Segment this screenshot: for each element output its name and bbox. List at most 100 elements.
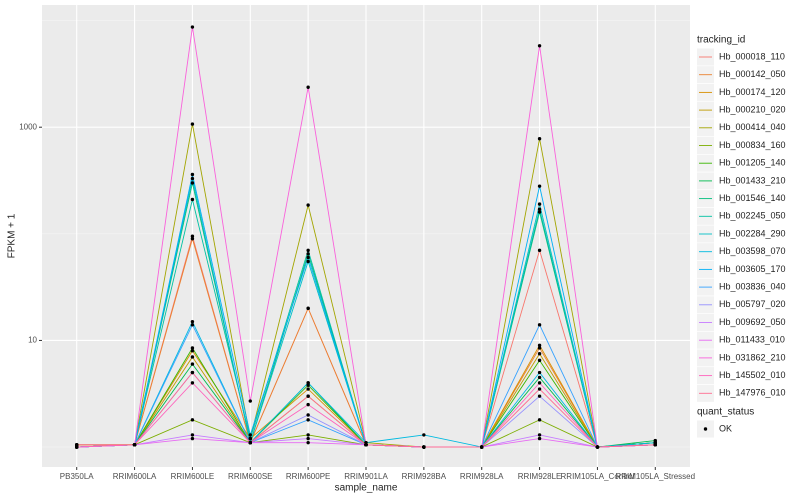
- data-point: [190, 433, 195, 437]
- x-tick-label: RRIM600PE: [286, 472, 330, 481]
- data-point: [306, 252, 310, 256]
- legend-label: Hb_002284_290: [719, 228, 786, 238]
- data-point: [190, 381, 195, 385]
- data-point: [537, 375, 542, 380]
- legend-swatch: [703, 427, 708, 431]
- legend-label: Hb_001546_140: [719, 193, 786, 203]
- data-point: [653, 443, 657, 447]
- data-point: [306, 440, 310, 445]
- data-point: [190, 362, 195, 366]
- data-point: [537, 210, 542, 214]
- data-point: [248, 436, 252, 441]
- data-point: [132, 443, 137, 447]
- legend-label: Hb_000142_050: [719, 69, 786, 79]
- data-point: [480, 445, 484, 449]
- data-point: [190, 176, 195, 181]
- data-point: [190, 122, 195, 126]
- data-point: [248, 440, 252, 445]
- x-tick-label: RRIM105LA_Control: [561, 472, 635, 481]
- data-point: [306, 259, 310, 264]
- x-tick-label: RRIM928LA: [460, 472, 504, 481]
- legend-label: Hb_147976_010: [719, 388, 786, 398]
- x-tick-label: PB350LA: [60, 472, 94, 481]
- data-point: [190, 236, 195, 241]
- data-point: [306, 433, 310, 437]
- data-point: [190, 349, 195, 353]
- data-point: [190, 234, 195, 238]
- data-point: [537, 436, 542, 441]
- data-point: [537, 323, 542, 327]
- data-point: [537, 352, 542, 356]
- data-point: [537, 387, 542, 391]
- data-point: [190, 436, 195, 441]
- legend-label: Hb_031862_210: [719, 352, 786, 362]
- legend-label: Hb_001205_140: [719, 158, 786, 168]
- legend-title: tracking_id: [697, 35, 745, 46]
- data-point: [190, 319, 195, 324]
- x-tick-label: RRIM600LA: [113, 472, 157, 481]
- data-point: [537, 358, 542, 363]
- data-point: [306, 85, 310, 89]
- y-axis-title: FPKM + 1: [7, 213, 18, 258]
- y-tick-label: 1000: [19, 122, 37, 131]
- data-point: [537, 202, 542, 206]
- data-point: [190, 197, 195, 202]
- data-point: [190, 418, 195, 422]
- legend-label: Hb_000414_040: [719, 122, 786, 132]
- data-point: [248, 433, 252, 437]
- data-point: [190, 172, 195, 177]
- data-point: [306, 381, 310, 385]
- data-point: [537, 346, 542, 350]
- legend-label: OK: [719, 423, 732, 433]
- x-tick-label: RRIM600LE: [171, 472, 215, 481]
- legend-title: quant_status: [697, 407, 754, 418]
- data-point: [537, 394, 542, 398]
- data-point: [537, 343, 542, 348]
- legend-label: Hb_000018_110: [719, 51, 785, 61]
- data-point: [537, 381, 542, 385]
- data-point: [306, 255, 310, 260]
- data-point: [190, 323, 195, 327]
- data-point: [537, 370, 542, 375]
- data-point: [306, 418, 310, 422]
- data-point: [537, 44, 542, 48]
- data-point: [306, 436, 310, 441]
- data-point: [190, 25, 195, 29]
- legend-label: Hb_009692_050: [719, 317, 786, 327]
- data-point: [75, 443, 79, 447]
- data-point: [364, 443, 368, 447]
- legend-label: Hb_011433_010: [719, 335, 785, 345]
- data-point: [537, 137, 542, 141]
- data-point: [248, 399, 252, 403]
- x-axis-title: sample_name: [335, 483, 398, 494]
- x-tick-label: RRIM901LA: [344, 472, 388, 481]
- legend-label: Hb_005797_020: [719, 299, 786, 309]
- legend-label: Hb_000210_020: [719, 104, 786, 114]
- legend-label: Hb_145502_010: [719, 370, 786, 380]
- data-point: [306, 402, 310, 407]
- data-point: [190, 355, 195, 359]
- data-point: [306, 394, 310, 398]
- data-point: [537, 418, 542, 422]
- data-point: [422, 445, 426, 449]
- x-tick-label: RRIM105LA_Stressed: [615, 472, 695, 481]
- data-point: [537, 184, 542, 188]
- data-point: [422, 433, 426, 437]
- data-point: [595, 445, 600, 449]
- data-point: [306, 248, 310, 253]
- data-point: [306, 203, 310, 207]
- data-point: [190, 346, 195, 350]
- data-point: [306, 413, 310, 417]
- legend-label: Hb_000174_120: [719, 87, 786, 97]
- legend-label: Hb_003598_070: [719, 246, 786, 256]
- data-point: [306, 387, 310, 391]
- y-tick-label: 10: [28, 336, 37, 345]
- legend-label: Hb_000834_160: [719, 140, 786, 150]
- x-tick-label: RRIM600SE: [228, 472, 272, 481]
- legend-label: Hb_003836_040: [719, 281, 786, 291]
- data-point: [306, 383, 310, 387]
- data-point: [537, 207, 542, 211]
- x-tick-label: RRIM928LE: [518, 472, 562, 481]
- data-point: [190, 181, 195, 185]
